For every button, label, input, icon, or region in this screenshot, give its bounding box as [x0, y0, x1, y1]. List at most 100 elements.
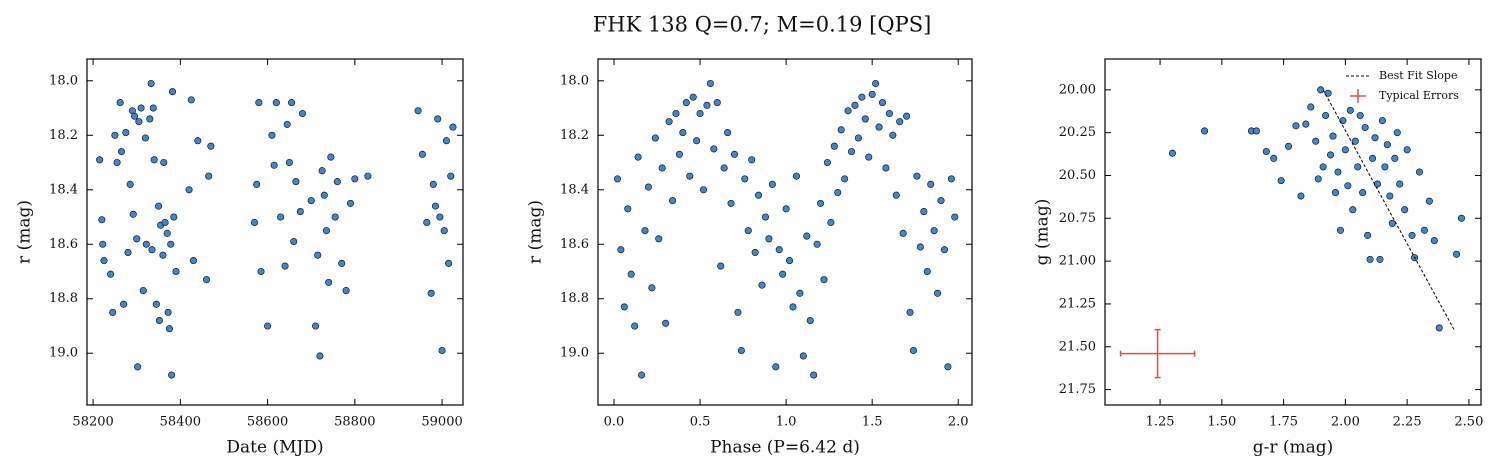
data-point: [346, 199, 355, 207]
data-point: [170, 213, 178, 221]
data-point: [1324, 89, 1332, 97]
data-point: [146, 115, 154, 123]
data-point: [449, 123, 457, 131]
data-point: [290, 237, 298, 246]
x-axis-label: Phase (P=6.42 d): [710, 438, 860, 458]
data-point: [1420, 226, 1428, 234]
fit-line: [1322, 89, 1455, 330]
figure-title: FHK 138 Q=0.7; M=0.19 [QPS]: [593, 13, 932, 37]
x-tick-label: 1.0: [776, 415, 797, 430]
data-point: [813, 240, 821, 248]
data-point: [1396, 180, 1404, 188]
data-point: [322, 227, 331, 235]
y-tick-label: 21.50: [1059, 339, 1096, 354]
data-point: [1435, 324, 1443, 332]
data-point: [1277, 177, 1285, 185]
data-point: [1327, 151, 1335, 159]
data-point: [364, 172, 372, 180]
data-point: [847, 148, 856, 156]
data-point: [253, 180, 261, 188]
y-axis-label: g (mag): [1033, 199, 1053, 266]
data-point: [682, 99, 690, 107]
data-point: [116, 99, 124, 107]
data-point: [1334, 168, 1342, 176]
data-point: [137, 104, 145, 112]
data-point: [277, 213, 285, 221]
data-point: [447, 172, 455, 180]
data-point: [342, 287, 350, 295]
data-point: [160, 158, 168, 167]
data-point: [124, 248, 132, 256]
data-point: [875, 123, 883, 131]
data-point: [1344, 182, 1352, 190]
x-tick-label: 1.5: [862, 415, 883, 430]
data-point: [139, 287, 147, 295]
data-point: [438, 346, 446, 355]
x-tick-label: 0.0: [604, 415, 625, 430]
data-point: [768, 180, 776, 188]
data-point: [1262, 147, 1270, 156]
data-point: [1317, 86, 1325, 94]
y-tick-label: 21.00: [1059, 254, 1096, 269]
data-point: [318, 167, 326, 175]
data-point: [202, 276, 211, 284]
data-point: [730, 150, 739, 158]
data-point: [134, 363, 142, 371]
data-point: [96, 156, 104, 164]
x-tick-label: 58600: [247, 415, 288, 430]
data-point: [675, 150, 683, 158]
data-point: [148, 246, 156, 254]
data-point: [1403, 146, 1411, 154]
data-point: [314, 251, 322, 259]
y-tick-label: 18.8: [560, 291, 589, 306]
data-point: [637, 371, 646, 379]
data-point: [751, 248, 759, 256]
data-point: [885, 109, 893, 118]
x-tick-label: 1.75: [1269, 415, 1298, 430]
data-point: [436, 213, 444, 221]
data-point: [1378, 117, 1386, 125]
data-point: [727, 199, 735, 207]
data-point: [1361, 123, 1369, 132]
data-point: [130, 112, 139, 120]
x-tick-label: 58400: [160, 415, 201, 430]
data-point: [292, 178, 300, 186]
data-point: [270, 161, 278, 169]
y-tick-label: 20.75: [1059, 211, 1096, 226]
data-point: [841, 175, 849, 183]
x-tick-label: 58200: [72, 415, 113, 430]
data-point: [765, 235, 773, 243]
data-point: [906, 308, 914, 316]
x-tick-label: 0.5: [690, 415, 711, 430]
data-point: [149, 104, 157, 112]
data-point: [1292, 122, 1300, 130]
data-point: [1415, 168, 1424, 176]
data-point: [129, 210, 137, 218]
data-point: [789, 303, 797, 311]
data-point: [878, 99, 887, 107]
data-point: [806, 316, 814, 325]
data-point: [205, 172, 213, 180]
data-point: [1368, 154, 1377, 162]
data-point: [98, 216, 106, 224]
data-point: [631, 322, 639, 330]
data-point: [288, 99, 296, 107]
axes-frame: [1104, 58, 1482, 406]
data-point: [1354, 163, 1362, 171]
x-tick-label: 2.00: [1331, 415, 1360, 430]
data-point: [741, 175, 749, 183]
data-point: [142, 240, 150, 248]
data-point: [720, 164, 728, 172]
data-point: [940, 246, 949, 254]
data-point: [1401, 206, 1409, 214]
data-point: [779, 270, 787, 278]
data-point: [634, 153, 642, 161]
data-point: [1285, 142, 1293, 150]
data-point: [703, 101, 711, 109]
data-point: [710, 145, 718, 153]
data-point: [717, 262, 725, 270]
data-point: [312, 322, 320, 330]
data-point: [1341, 146, 1349, 154]
y-tick-label: 18.8: [49, 291, 78, 306]
